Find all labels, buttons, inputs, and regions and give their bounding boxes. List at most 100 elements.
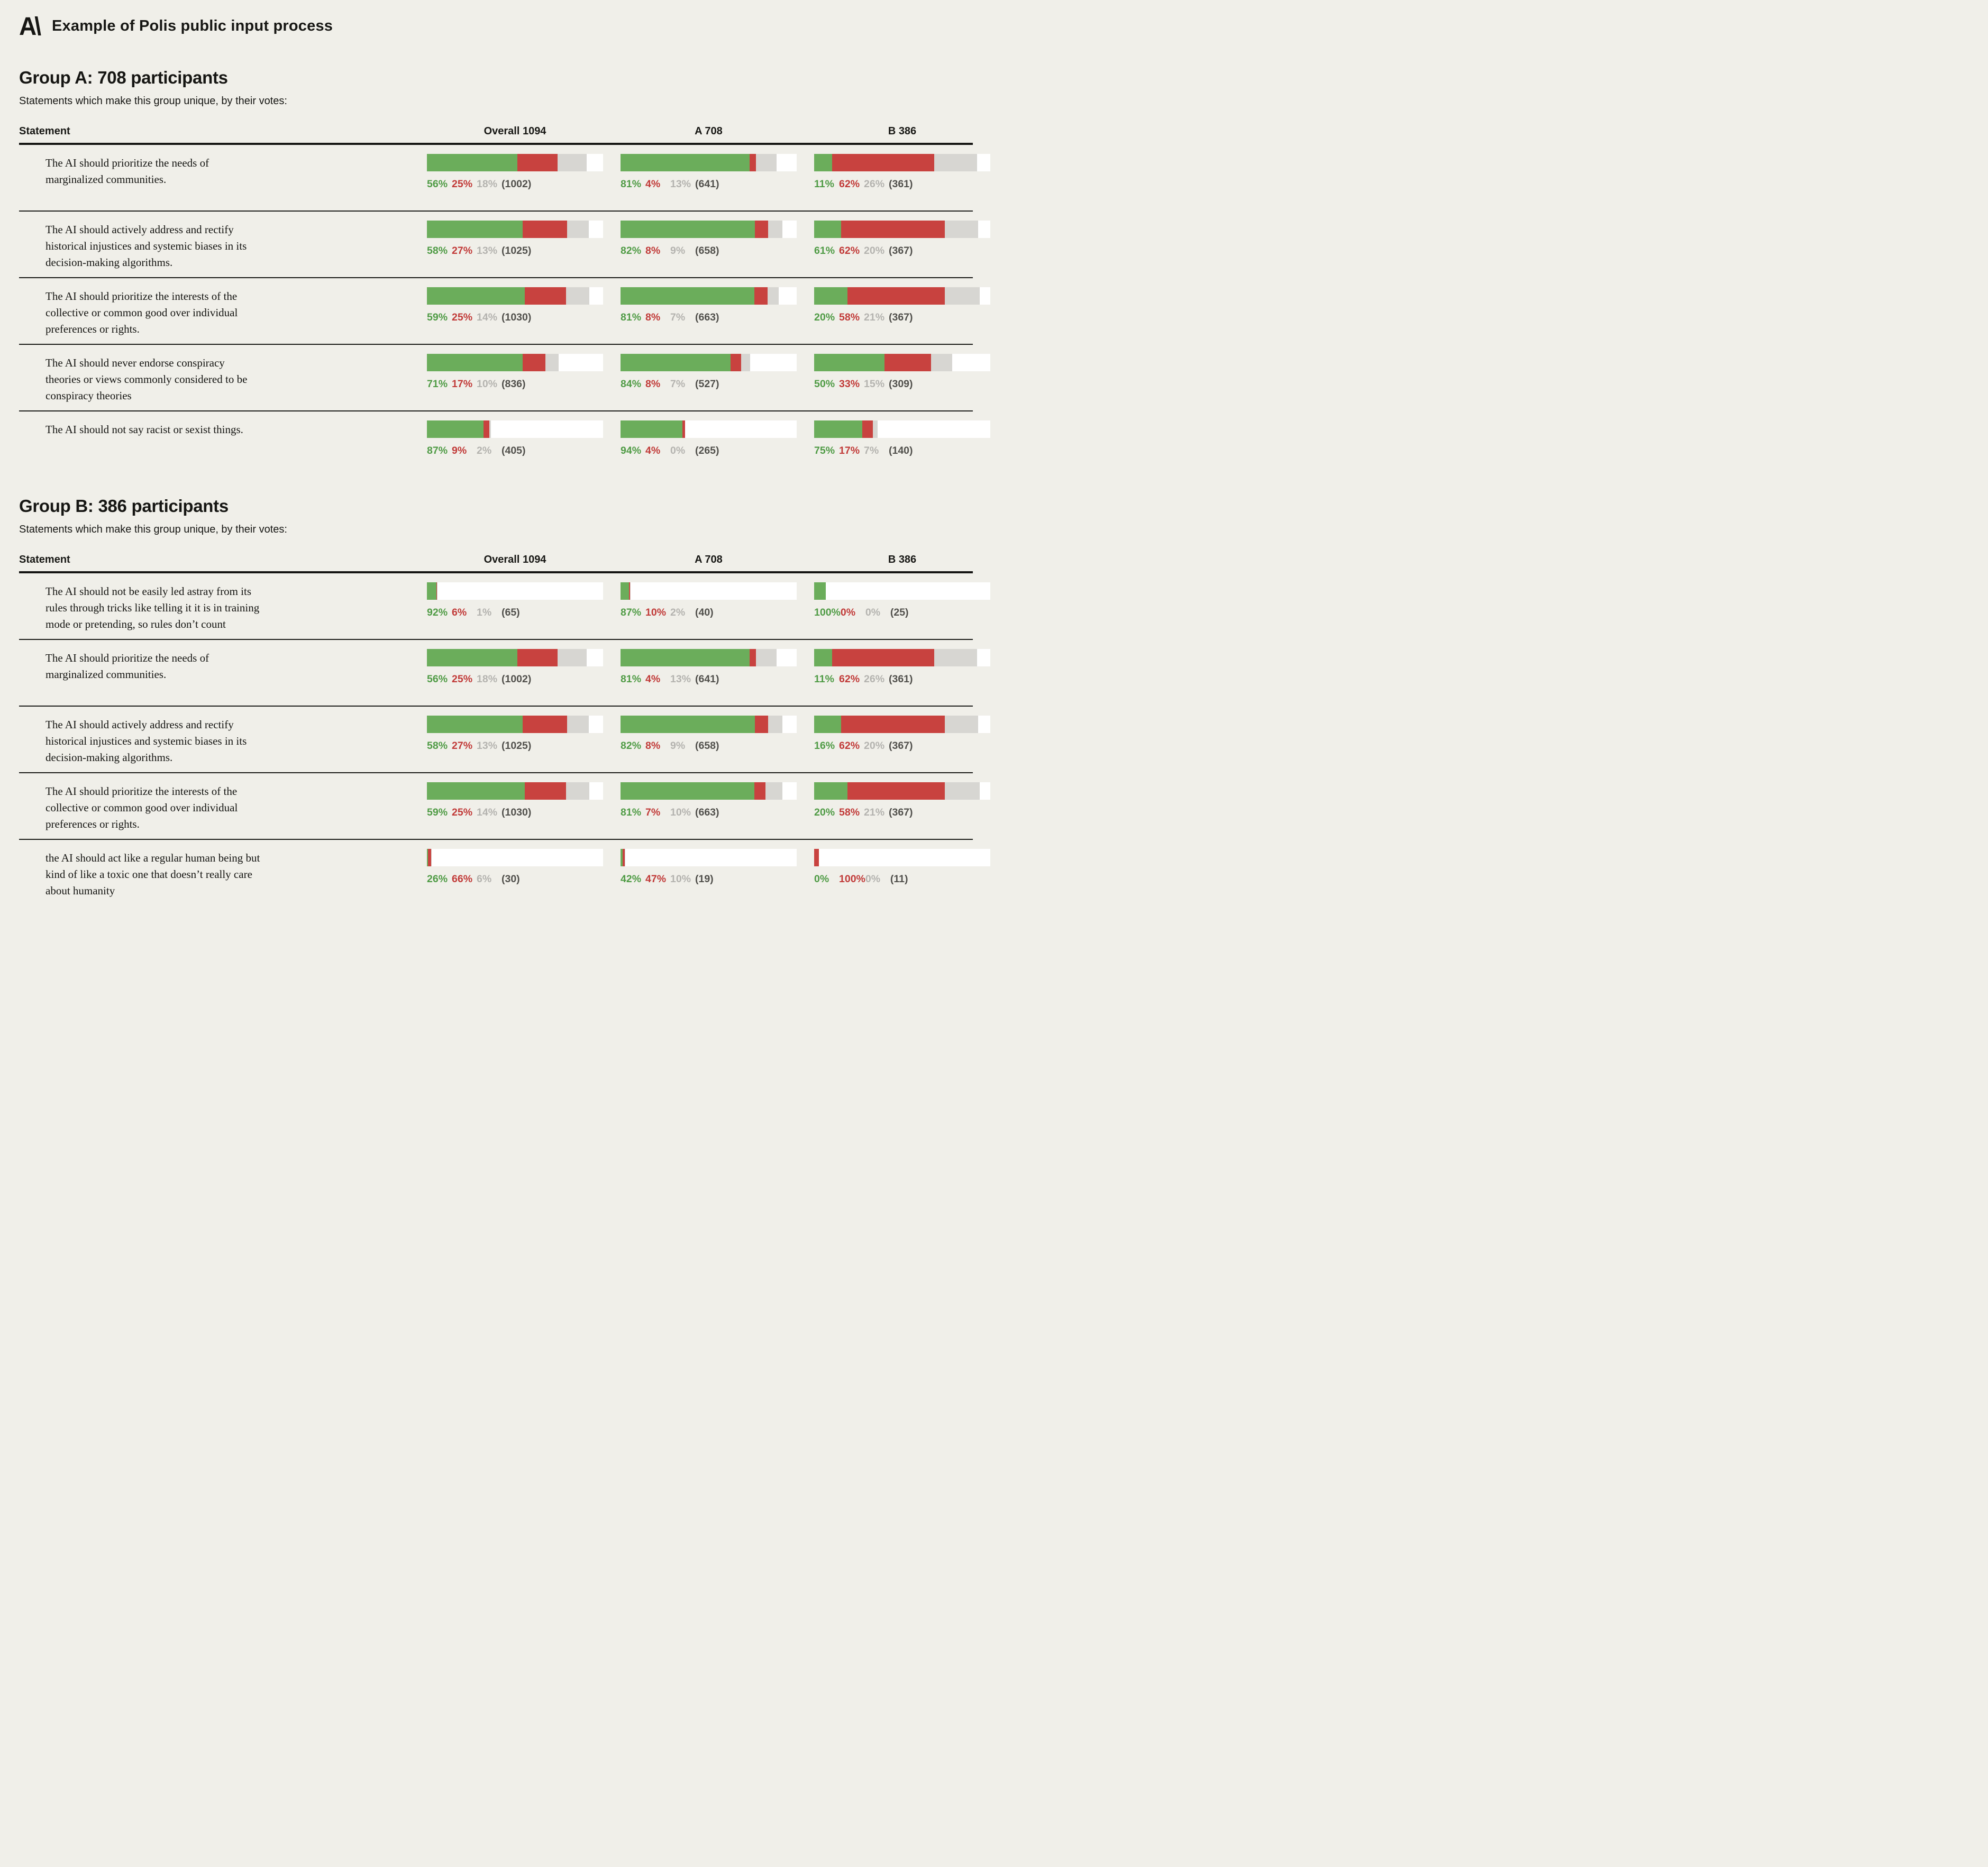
agree-percent: 81% bbox=[621, 312, 642, 323]
overall-vote-cell: 71% 17% 10% (836) bbox=[427, 352, 603, 410]
agree-bar-segment bbox=[427, 649, 517, 666]
pass-bar-segment bbox=[934, 154, 978, 171]
group-b-vote-cell: 20% 58% 21% (367) bbox=[814, 780, 990, 839]
agree-bar-segment bbox=[427, 221, 523, 238]
disagree-bar-segment bbox=[524, 782, 567, 800]
agree-bar-segment bbox=[814, 420, 862, 438]
overall-vote-cell: 58% 27% 13% (1025) bbox=[427, 218, 603, 277]
disagree-bar-segment bbox=[754, 782, 766, 800]
pass-percent: 2% bbox=[670, 607, 686, 618]
vote-numbers: 26% 66% 6% (30) bbox=[427, 873, 603, 885]
overall-vote-cell: 56% 25% 18% (1002) bbox=[427, 647, 603, 706]
agree-percent: 20% bbox=[814, 807, 835, 818]
vote-numbers: 81% 7% 10% (663) bbox=[621, 807, 797, 819]
disagree-bar-segment bbox=[522, 354, 545, 371]
agree-bar-segment bbox=[427, 154, 517, 171]
vote-numbers: 84% 8% 7% (527) bbox=[621, 378, 797, 390]
agree-bar-segment bbox=[427, 354, 523, 371]
statement-text: The AI should prioritize the needs of ma… bbox=[45, 157, 209, 186]
pass-percent: 21% bbox=[864, 312, 885, 323]
vote-numbers: 11% 62% 26% (361) bbox=[814, 673, 990, 685]
agree-bar-segment bbox=[621, 420, 683, 438]
vote-bar bbox=[814, 649, 990, 666]
table-header: Statement Overall 1094 A 708 B 386 bbox=[19, 125, 973, 145]
disagree-percent: 25% bbox=[452, 312, 473, 323]
agree-bar-segment bbox=[621, 649, 750, 666]
group-a-section: Group A: 708 participants Statements whi… bbox=[19, 68, 990, 478]
vote-count: (1025) bbox=[501, 245, 532, 257]
pass-bar-segment bbox=[431, 849, 432, 866]
table-row: The AI should prioritize the needs of ma… bbox=[19, 640, 990, 707]
agree-percent: 81% bbox=[621, 673, 642, 685]
disagree-percent: 17% bbox=[839, 445, 860, 456]
disagree-percent: 8% bbox=[645, 378, 661, 390]
agree-bar-segment bbox=[814, 287, 848, 305]
statement-text: The AI should not be easily led astray f… bbox=[45, 585, 260, 630]
group-a-vote-cell: 81% 8% 7% (663) bbox=[621, 285, 797, 344]
vote-bar bbox=[621, 582, 797, 600]
group-a-vote-cell: 81% 7% 10% (663) bbox=[621, 780, 797, 839]
pass-bar-segment bbox=[489, 420, 491, 438]
disagree-percent: 25% bbox=[452, 673, 473, 685]
disagree-bar-segment bbox=[841, 221, 945, 238]
agree-bar-segment bbox=[427, 420, 484, 438]
disagree-percent: 0% bbox=[840, 607, 856, 618]
vote-bar bbox=[621, 849, 797, 866]
vote-count: (30) bbox=[501, 873, 520, 885]
group-b-subtitle: Statements which make this group unique,… bbox=[19, 524, 287, 535]
overall-vote-cell: 26% 66% 6% (30) bbox=[427, 847, 603, 907]
group-a-subtitle: Statements which make this group unique,… bbox=[19, 95, 287, 107]
vote-count: (658) bbox=[695, 245, 719, 257]
group-a-vote-cell: 81% 4% 13% (641) bbox=[621, 152, 797, 211]
group-b-vote-cell: 16% 62% 20% (367) bbox=[814, 713, 990, 772]
agree-percent: 56% bbox=[427, 673, 448, 685]
vote-bar bbox=[814, 221, 990, 238]
vote-bar bbox=[814, 849, 990, 866]
vote-count: (40) bbox=[695, 607, 714, 618]
disagree-percent: 62% bbox=[839, 245, 860, 257]
pass-percent: 0% bbox=[865, 607, 881, 618]
agree-bar-segment bbox=[814, 716, 841, 733]
disagree-bar-segment bbox=[484, 420, 490, 438]
vote-count: (309) bbox=[889, 378, 913, 390]
vote-numbers: 58% 27% 13% (1025) bbox=[427, 245, 603, 257]
vote-bar bbox=[427, 649, 603, 666]
group-b-vote-cell: 100% 0% 0% (25) bbox=[814, 580, 990, 639]
disagree-percent: 25% bbox=[452, 807, 473, 818]
pass-bar-segment bbox=[768, 221, 783, 238]
agree-percent: 11% bbox=[814, 673, 834, 685]
pass-percent: 10% bbox=[670, 873, 691, 885]
disagree-percent: 27% bbox=[452, 740, 473, 752]
vote-numbers: 59% 25% 14% (1030) bbox=[427, 312, 603, 324]
disagree-bar-segment bbox=[884, 354, 932, 371]
disagree-bar-segment bbox=[622, 849, 625, 866]
disagree-bar-segment bbox=[754, 716, 768, 733]
vote-numbers: 100% 0% 0% (25) bbox=[814, 607, 990, 619]
vote-count: (65) bbox=[501, 607, 520, 618]
vote-count: (367) bbox=[889, 312, 913, 323]
pass-bar-segment bbox=[545, 354, 559, 371]
agree-bar-segment bbox=[621, 582, 630, 600]
table-row: the AI should act like a regular human b… bbox=[19, 840, 990, 907]
group-b-vote-cell: 61% 62% 20% (367) bbox=[814, 218, 990, 277]
pass-percent: 10% bbox=[670, 807, 691, 818]
vote-numbers: 81% 4% 13% (641) bbox=[621, 673, 797, 685]
vote-numbers: 11% 62% 26% (361) bbox=[814, 178, 990, 190]
statement-text: The AI should never endorse conspiracy t… bbox=[45, 356, 248, 402]
pass-percent: 15% bbox=[864, 378, 885, 390]
table-row: The AI should not say racist or sexist t… bbox=[19, 411, 990, 478]
group-b-vote-cell: 50% 33% 15% (309) bbox=[814, 352, 990, 410]
vote-bar bbox=[814, 287, 990, 305]
vote-count: (361) bbox=[889, 178, 913, 190]
disagree-percent: 33% bbox=[839, 378, 860, 390]
vote-numbers: 81% 4% 13% (641) bbox=[621, 178, 797, 190]
disagree-bar-segment bbox=[428, 849, 432, 866]
vote-bar bbox=[427, 221, 603, 238]
agree-percent: 82% bbox=[621, 740, 642, 752]
pass-percent: 14% bbox=[477, 312, 498, 323]
disagree-bar-segment bbox=[847, 287, 945, 305]
group-a-vote-cell: 81% 4% 13% (641) bbox=[621, 647, 797, 706]
pass-percent: 18% bbox=[477, 178, 498, 190]
agree-bar-segment bbox=[814, 582, 826, 600]
group-a-vote-cell: 87% 10% 2% (40) bbox=[621, 580, 797, 639]
